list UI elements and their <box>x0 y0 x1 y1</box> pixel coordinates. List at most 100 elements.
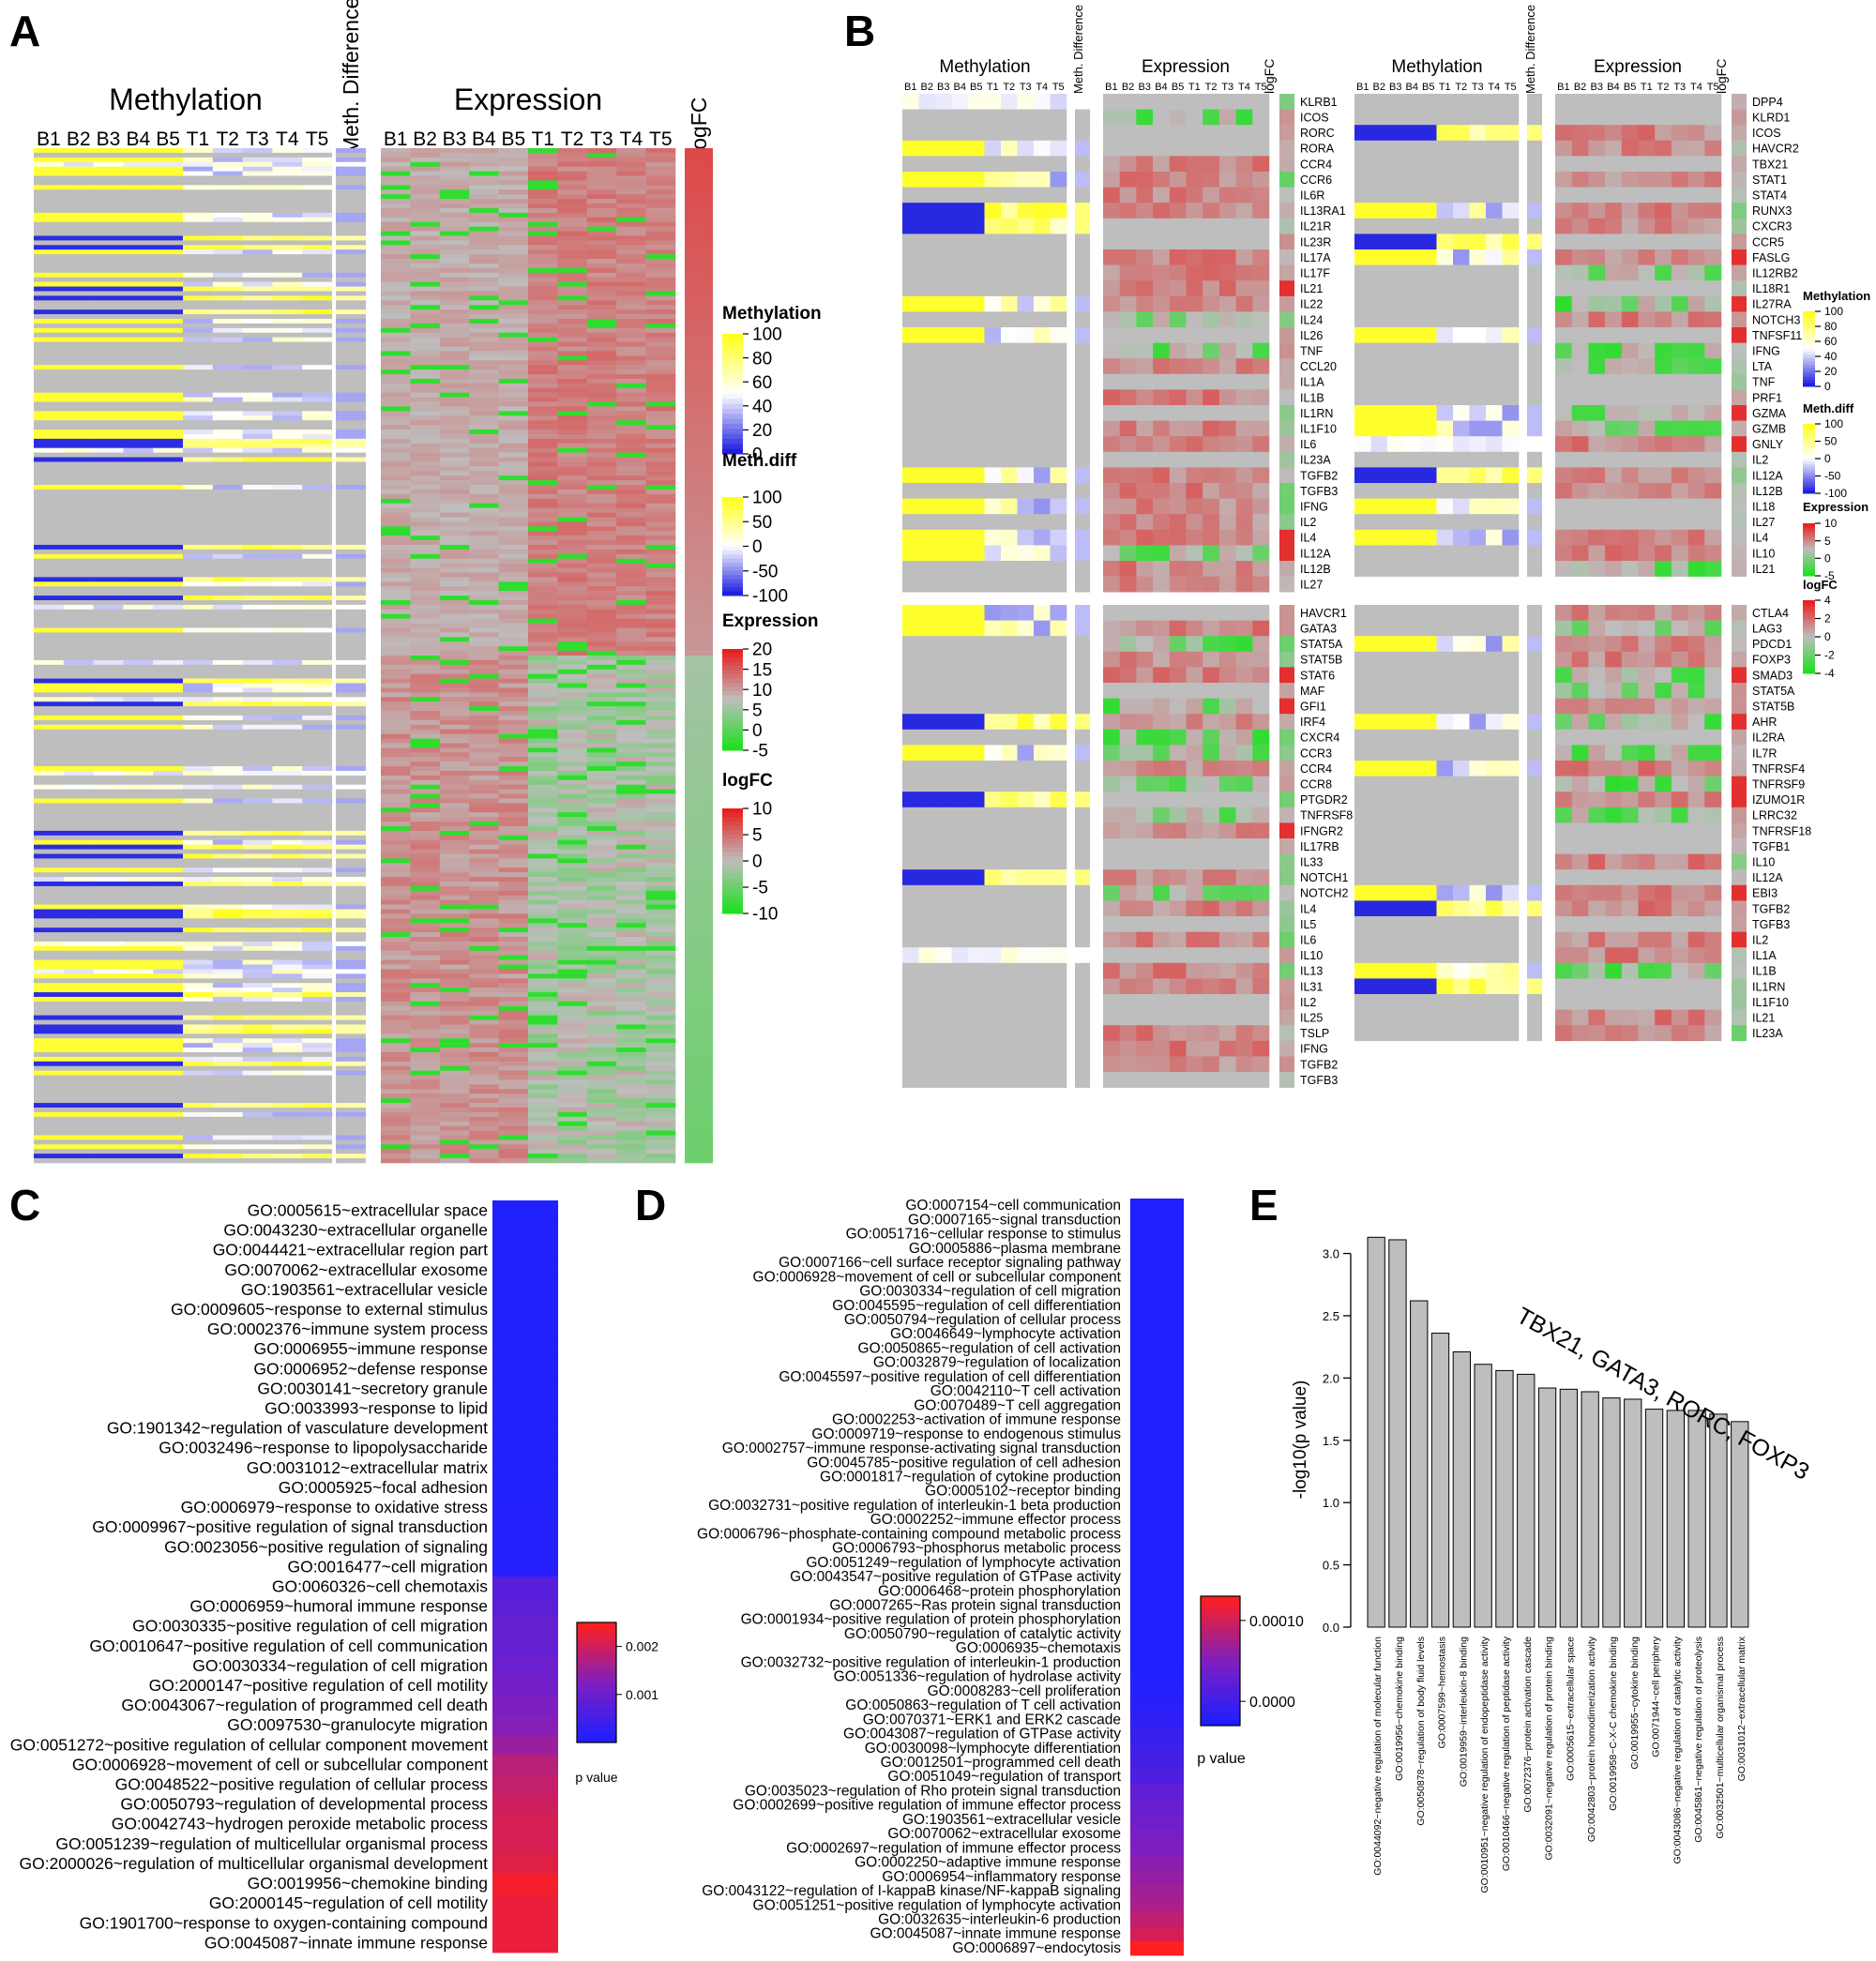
b-logfc-cell <box>1279 761 1294 777</box>
b-meth-cell <box>1050 451 1067 468</box>
a-expr-cell <box>557 651 588 656</box>
a-expr-cell <box>439 430 470 435</box>
a-expr-cell <box>528 789 558 794</box>
a-logfc-cell <box>685 1070 713 1076</box>
a-expr-cell <box>586 549 617 555</box>
b-meth-cell <box>935 807 952 823</box>
a-expr-cell <box>498 830 529 837</box>
a-meth-cell <box>212 1154 243 1159</box>
a-meth-cell <box>242 295 273 301</box>
a-expr-cell <box>645 365 676 370</box>
a-logfc-cell <box>685 263 713 269</box>
a-methdiff-cell <box>336 729 366 734</box>
a-expr-cell <box>469 609 499 615</box>
b-meth-cell <box>984 280 1002 297</box>
b-expr-cell <box>1186 280 1203 297</box>
a-expr-cell <box>439 383 470 389</box>
a-meth-cell <box>34 812 332 818</box>
a-meth-cell <box>242 392 273 398</box>
a-meth-cell <box>34 466 332 472</box>
a-expr-cell <box>586 1065 617 1071</box>
a-meth-cell <box>272 784 303 790</box>
a-meth-cell <box>63 724 94 730</box>
a-expr-cell <box>469 1001 499 1007</box>
a-expr-cell <box>645 387 676 393</box>
b-meth-cell <box>1050 420 1067 437</box>
a-methdiff-cell <box>336 337 366 342</box>
a-expr-cell <box>381 1089 411 1094</box>
a-meth-cell <box>123 867 154 873</box>
a-expr-cell <box>439 332 470 338</box>
a-meth-cell <box>183 853 214 859</box>
a-expr-cell <box>439 632 470 638</box>
b-expr-cell <box>1136 792 1154 808</box>
a-expr-cell <box>381 318 411 324</box>
a-meth-cell <box>302 715 333 721</box>
a-expr-cell <box>439 775 470 781</box>
a-expr-cell <box>498 231 529 236</box>
a-expr-cell <box>469 1154 499 1159</box>
a-meth-cell <box>63 928 94 933</box>
a-meth-cell <box>183 1061 214 1067</box>
b-meth-cell <box>1001 822 1018 839</box>
a-expr-cell <box>410 180 441 186</box>
a-meth-cell <box>93 697 124 702</box>
b-meth-col-label: B4 <box>1406 82 1418 93</box>
b-meth-cell <box>902 420 919 437</box>
a-expr-cell <box>586 978 617 984</box>
b-expr-cell <box>1103 436 1120 453</box>
b-expr-cell <box>1186 483 1203 499</box>
b-meth-cell <box>951 109 969 126</box>
a-legend-tick-label: 0 <box>752 445 763 465</box>
a-meth-cell <box>302 166 333 172</box>
b-expr-cell <box>1252 264 1270 281</box>
a-meth-cell <box>34 544 65 551</box>
a-expr-cell <box>381 789 411 794</box>
a-meth-cell <box>34 1024 65 1030</box>
b-meth-cell <box>918 483 936 499</box>
a-logfc-cell <box>685 770 713 777</box>
a-expr-cell <box>498 341 529 347</box>
a-methdiff-cell <box>336 812 366 818</box>
b-meth-cell <box>902 792 919 808</box>
a-methdiff-cell <box>336 1094 366 1099</box>
a-expr-cell <box>557 563 588 568</box>
b-meth-cell <box>902 807 919 823</box>
b-meth-cell <box>1034 822 1051 839</box>
a-logfc-cell <box>685 941 713 947</box>
a-expr-cell <box>645 632 676 638</box>
a-meth-cell <box>34 711 332 717</box>
a-logfc-cell <box>685 323 713 329</box>
b-meth-cell <box>1034 776 1051 792</box>
a-expr-cell <box>645 558 676 564</box>
b-methdiff-cell <box>1075 358 1090 375</box>
a-methdiff-cell <box>336 637 366 642</box>
a-meth-cell <box>212 1061 243 1067</box>
a-logfc-cell <box>685 733 713 739</box>
a-meth-cell <box>123 1103 154 1109</box>
a-expr-cell <box>410 323 441 329</box>
b-meth-cell <box>918 342 936 359</box>
a-expr-cell <box>645 789 676 794</box>
b-expr-cell <box>1169 264 1187 281</box>
a-meth-cell <box>212 701 243 707</box>
a-expr-cell <box>469 503 499 508</box>
a-expr-cell <box>381 659 411 666</box>
a-expr-cell <box>381 433 411 440</box>
a-expr-cell <box>586 355 617 361</box>
a-expr-cell <box>528 822 558 827</box>
a-meth-cell <box>183 959 214 965</box>
a-expr-cell <box>410 485 441 490</box>
b-expr-cell <box>1169 172 1187 188</box>
a-logfc-cell <box>685 148 713 154</box>
a-expr-cell <box>645 327 676 334</box>
a-expr-cell <box>557 637 588 642</box>
a-meth-cell <box>212 983 243 988</box>
a-meth-cell <box>242 784 273 790</box>
a-expr-cell <box>586 885 617 892</box>
a-expr-cell <box>616 549 646 555</box>
b-meth-cell <box>1034 620 1051 637</box>
a-expr-cell <box>586 1038 617 1044</box>
a-meth-cell <box>34 447 65 453</box>
a-expr-cell <box>586 1107 617 1113</box>
